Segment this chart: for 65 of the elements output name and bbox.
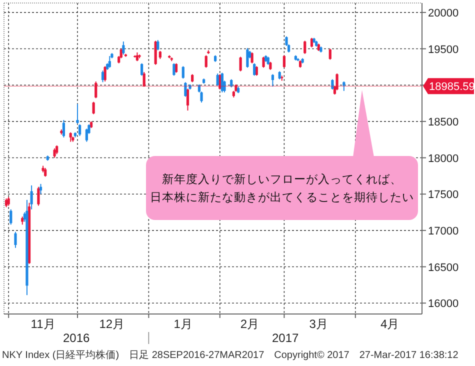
annotation: 日本株に新たな動きが出てくることを期待したい bbox=[150, 190, 414, 204]
ref-line-label: 18985.59 bbox=[429, 81, 475, 94]
x-tick-label: 1月 bbox=[174, 317, 192, 331]
x-tick-label: 3月 bbox=[309, 317, 328, 331]
candlestick bbox=[101, 70, 104, 83]
candlestick bbox=[69, 132, 72, 142]
candlestick bbox=[37, 186, 40, 206]
candlestick bbox=[328, 48, 332, 60]
candlestick bbox=[342, 80, 346, 92]
candlestick bbox=[253, 62, 256, 76]
candlestick bbox=[182, 66, 184, 80]
candlestick bbox=[310, 37, 314, 48]
text: 日足 28SEP2016-27MAR2017 bbox=[129, 350, 265, 361]
candlestick bbox=[85, 128, 88, 142]
y-tick-label: 17000 bbox=[428, 225, 459, 238]
callout: 新年度入りで新しいフローが入ってくれば、 日本株に新たな動きが出てくることを期待したい bbox=[146, 90, 418, 220]
candlestick bbox=[255, 66, 258, 76]
candlestick bbox=[142, 72, 146, 88]
candlestick bbox=[336, 72, 338, 91]
candlestick bbox=[184, 82, 187, 98]
candlestick bbox=[331, 78, 334, 90]
candlestick bbox=[62, 119, 66, 138]
y-tick-label: 17500 bbox=[428, 189, 459, 202]
text: NKY Index (日経平均株価) bbox=[2, 349, 120, 361]
candlestick bbox=[304, 40, 306, 54]
y-tick-label: 16500 bbox=[428, 262, 459, 274]
candlestick bbox=[122, 41, 125, 56]
x-tick-label: 2月 bbox=[240, 317, 260, 331]
candlestick bbox=[172, 62, 176, 76]
candlestick bbox=[76, 104, 79, 124]
x-tick-label: 12月 bbox=[99, 317, 125, 331]
annotation: 新年度入りで新しいフローが入ってくれば、 bbox=[162, 172, 402, 186]
candlestick bbox=[30, 184, 33, 210]
text: 27-Mar-2017 16:38:12 bbox=[359, 350, 459, 361]
x-tick-label: 4月 bbox=[380, 317, 400, 331]
text: 2017 bbox=[272, 331, 300, 345]
x-tick-label: 11月 bbox=[30, 317, 56, 331]
candlestick bbox=[282, 54, 286, 68]
y-tick-label: 18000 bbox=[428, 152, 459, 165]
candlestick bbox=[250, 52, 254, 64]
candlestick bbox=[104, 66, 106, 82]
candlestick bbox=[204, 54, 208, 68]
candlestick bbox=[271, 74, 274, 88]
y-tick-label: 16000 bbox=[428, 298, 459, 310]
candlestick bbox=[108, 56, 111, 68]
y-tick-label: 19500 bbox=[428, 44, 459, 56]
candlestick bbox=[186, 88, 190, 112]
candlestick bbox=[53, 148, 56, 158]
candlestick bbox=[10, 208, 12, 226]
candlestick bbox=[94, 80, 98, 99]
candlestick bbox=[78, 124, 82, 136]
candlestick bbox=[239, 56, 242, 72]
text: 2016 bbox=[62, 331, 90, 345]
candlestick bbox=[246, 48, 249, 68]
candlestick bbox=[92, 101, 95, 115]
candlestick bbox=[262, 56, 265, 68]
candlestick bbox=[39, 183, 42, 195]
candlestick bbox=[156, 40, 160, 51]
y-tick-label: 18500 bbox=[428, 116, 459, 128]
candlestick bbox=[216, 72, 219, 86]
ref-line: 18985.59 bbox=[4, 78, 475, 94]
y-tick-label: 20000 bbox=[428, 7, 459, 20]
text: Copyright© 2017 bbox=[274, 350, 350, 361]
candlestick bbox=[140, 62, 144, 76]
candlestick bbox=[14, 231, 17, 248]
